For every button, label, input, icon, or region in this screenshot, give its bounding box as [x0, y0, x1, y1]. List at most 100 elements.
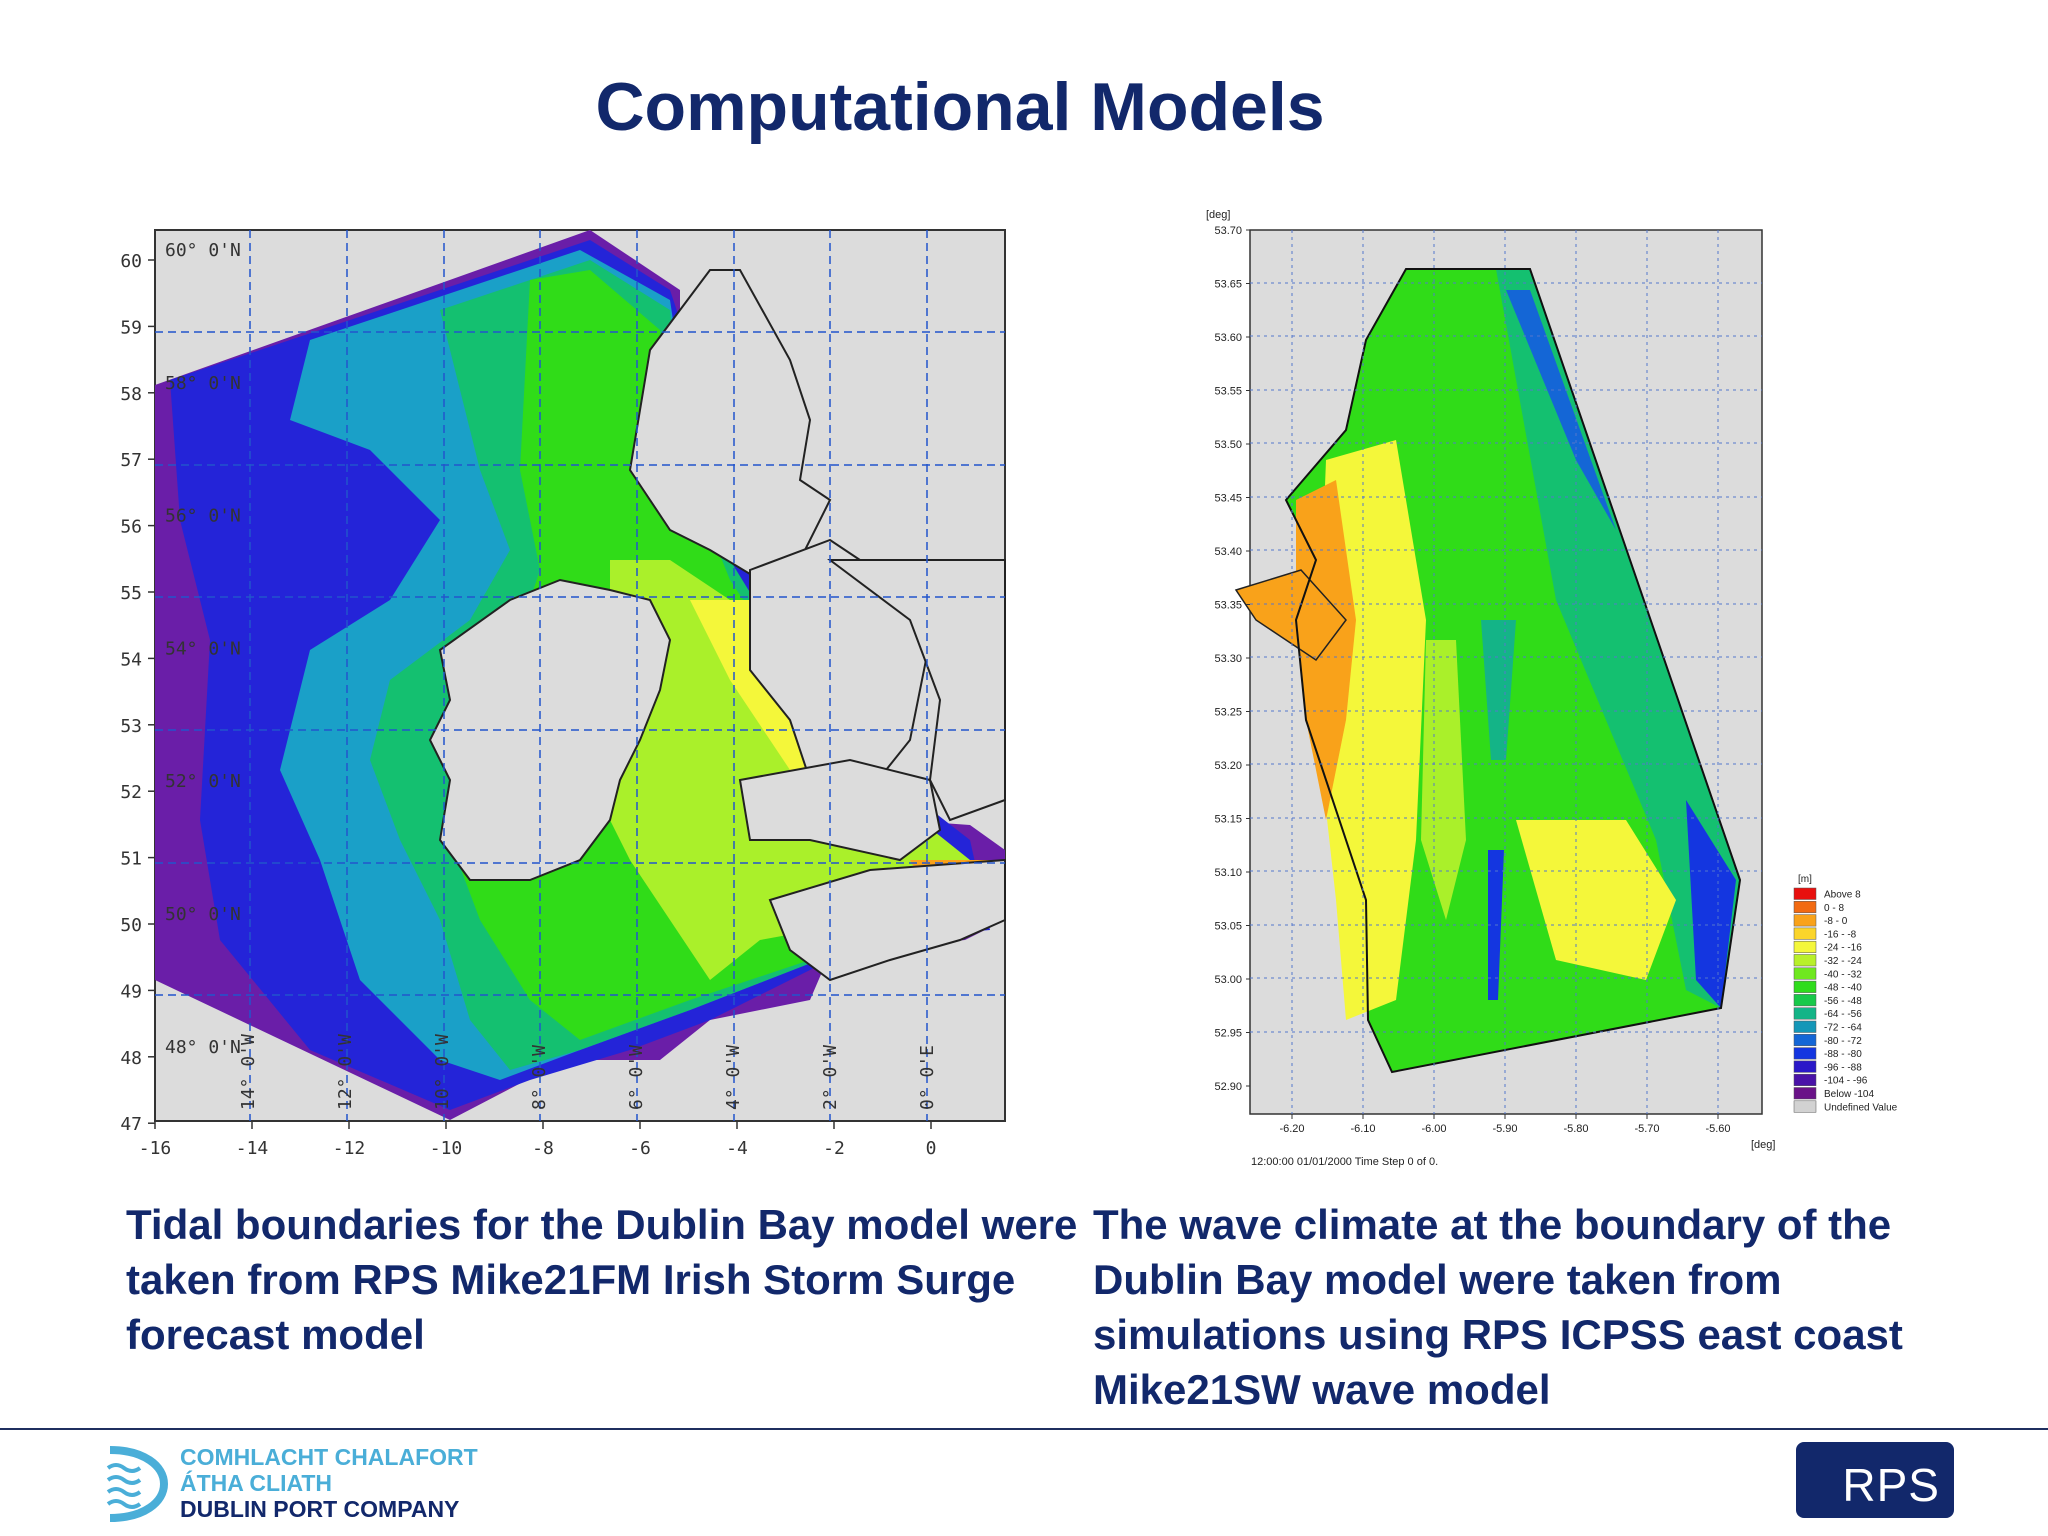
x-tick-label: -16 — [139, 1138, 172, 1159]
longitude-labels: 14° 0'W 12° 0'W 10° 0'W 8° 0'W 6° 0'W 4° 0'W 2… — [238, 1034, 938, 1110]
x-tick-label: -8 — [532, 1138, 554, 1159]
y-tick-label: 53.40 — [1214, 546, 1242, 558]
legend-label: Below -104 — [1824, 1089, 1874, 1100]
legend-swatch — [1793, 1087, 1817, 1100]
legend-swatch — [1793, 1020, 1817, 1033]
x-tick-label: -6.10 — [1350, 1123, 1375, 1135]
legend-label: -80 - -72 — [1824, 1036, 1862, 1047]
legend-swatch — [1793, 927, 1817, 940]
legend-swatch — [1793, 914, 1817, 927]
legend-swatch — [1793, 1060, 1817, 1073]
legend-swatch — [1793, 954, 1817, 967]
legend-swatch — [1793, 967, 1817, 980]
legend-label: -32 - -24 — [1824, 956, 1862, 967]
x-tick-label: -5.90 — [1492, 1123, 1517, 1135]
right-caption: The wave climate at the boundary of the … — [1093, 1201, 1903, 1413]
footer-divider — [0, 1428, 2048, 1430]
y-tick-label: 51 — [120, 849, 142, 870]
legend-label: -104 - -96 — [1824, 1076, 1868, 1087]
legend-label: -64 - -56 — [1824, 1009, 1862, 1020]
rps-logo: RPS — [1796, 1442, 1954, 1518]
longitude-label: 10° 0'W — [432, 1034, 453, 1110]
longitude-label: 0° 0'E — [917, 1045, 938, 1110]
y-tick-label: 53.70 — [1214, 225, 1242, 237]
legend-swatch — [1793, 1073, 1817, 1086]
legend-swatch — [1793, 1100, 1817, 1113]
map-graticule — [1250, 230, 1762, 1114]
logo-line-english: DUBLIN PORT COMPANY — [180, 1496, 460, 1522]
y-tick-label: 60 — [120, 251, 142, 272]
y-tick-label: 53.30 — [1214, 653, 1242, 665]
y-axis-ticks: 60 59 58 57 56 55 54 53 52 51 50 49 48 47 — [120, 251, 155, 1135]
waves-icon — [106, 1446, 169, 1522]
longitude-label: 8° 0'W — [529, 1045, 550, 1110]
model-boundary — [1284, 268, 1742, 1074]
longitude-label: 6° 0'W — [626, 1045, 647, 1110]
y-tick-label: 53 — [120, 716, 142, 737]
latitude-label: 48° 0'N — [165, 1037, 241, 1058]
y-tick-label: 53.15 — [1214, 814, 1242, 826]
logo-line-irish-2: ÁTHA CLIATH — [180, 1470, 333, 1496]
y-tick-label: 53.35 — [1214, 600, 1242, 612]
y-tick-label: 52.95 — [1214, 1028, 1242, 1040]
x-tick-label: -5.70 — [1634, 1123, 1659, 1135]
longitude-label: 14° 0'W — [238, 1034, 259, 1110]
legend-unit: [m] — [1798, 874, 1812, 885]
legend-swatch — [1793, 901, 1817, 914]
x-tick-label: -14 — [236, 1138, 269, 1159]
y-axis-ticks: 53.70 53.65 53.60 53.55 53.50 53.45 53.40 53.35… — [1214, 225, 1250, 1093]
legend-label: -88 - -80 — [1824, 1049, 1862, 1060]
legend-swatch — [1793, 887, 1817, 900]
x-axis-ticks: -16 -14 -12 -10 -8 -6 -4 -2 0 — [139, 1121, 937, 1159]
y-tick-label: 56 — [120, 517, 142, 538]
legend-label: Above 8 — [1824, 890, 1861, 901]
y-tick-label: 53.65 — [1214, 279, 1242, 291]
x-tick-label: -6.20 — [1279, 1123, 1304, 1135]
y-tick-label: 53.25 — [1214, 707, 1242, 719]
latitude-label: 56° 0'N — [165, 506, 241, 527]
legend-label: Undefined Value — [1824, 1102, 1898, 1113]
legend-swatch — [1793, 1007, 1817, 1020]
y-tick-label: 58 — [120, 384, 142, 405]
x-tick-label: -10 — [430, 1138, 463, 1159]
x-tick-label: -4 — [726, 1138, 748, 1159]
logo-line-irish-1: COMHLACHT CHALAFORT — [180, 1444, 478, 1470]
x-tick-label: 0 — [926, 1138, 937, 1159]
latitude-label: 50° 0'N — [165, 904, 241, 925]
legend-label: -40 - -32 — [1824, 969, 1862, 980]
legend-label: -16 - -8 — [1824, 929, 1857, 940]
longitude-label: 12° 0'W — [335, 1034, 356, 1110]
map-graticule — [155, 230, 1005, 1121]
latitude-label: 58° 0'N — [165, 373, 241, 394]
y-tick-label: 50 — [120, 915, 142, 936]
latitude-label: 60° 0'N — [165, 240, 241, 261]
legend-label: -72 - -64 — [1824, 1023, 1862, 1034]
y-tick-label: 59 — [120, 317, 142, 338]
time-step-label: 12:00:00 01/01/2000 Time Step 0 of 0. — [1251, 1156, 1438, 1168]
y-tick-label: 53.60 — [1214, 332, 1242, 344]
x-tick-label: -6.00 — [1421, 1123, 1446, 1135]
y-tick-label: 53.45 — [1214, 493, 1242, 505]
x-tick-label: -5.80 — [1563, 1123, 1588, 1135]
legend-label: -96 - -88 — [1824, 1062, 1862, 1073]
longitude-label: 2° 0'W — [820, 1045, 841, 1110]
legend-swatch — [1793, 1034, 1817, 1047]
page-title: Computational Models — [595, 69, 1325, 145]
legend-swatch — [1793, 940, 1817, 953]
y-unit-label: [deg] — [1206, 209, 1230, 221]
rps-logo-text: RPS — [1842, 1459, 1940, 1511]
logo-text: COMHLACHT CHALAFORT ÁTHA CLIATH DUBLIN P… — [180, 1444, 478, 1522]
y-tick-label: 53.10 — [1214, 867, 1242, 879]
x-tick-label: -6 — [629, 1138, 651, 1159]
wave-model-map: [deg] 53.70 53.65 53.60 53.55 53.50 53.45 53.4… — [1206, 209, 1898, 1168]
legend-swatch — [1793, 1047, 1817, 1060]
y-tick-label: 53.00 — [1214, 974, 1242, 986]
legend-swatch — [1793, 994, 1817, 1007]
left-caption: Tidal boundaries for the Dublin Bay mode… — [126, 1201, 1078, 1358]
dublin-port-logo: COMHLACHT CHALAFORT ÁTHA CLIATH DUBLIN P… — [104, 1444, 504, 1524]
y-tick-label: 47 — [120, 1114, 142, 1135]
y-tick-label: 49 — [120, 981, 142, 1002]
y-tick-label: 53.55 — [1214, 386, 1242, 398]
latitude-label: 54° 0'N — [165, 638, 241, 659]
